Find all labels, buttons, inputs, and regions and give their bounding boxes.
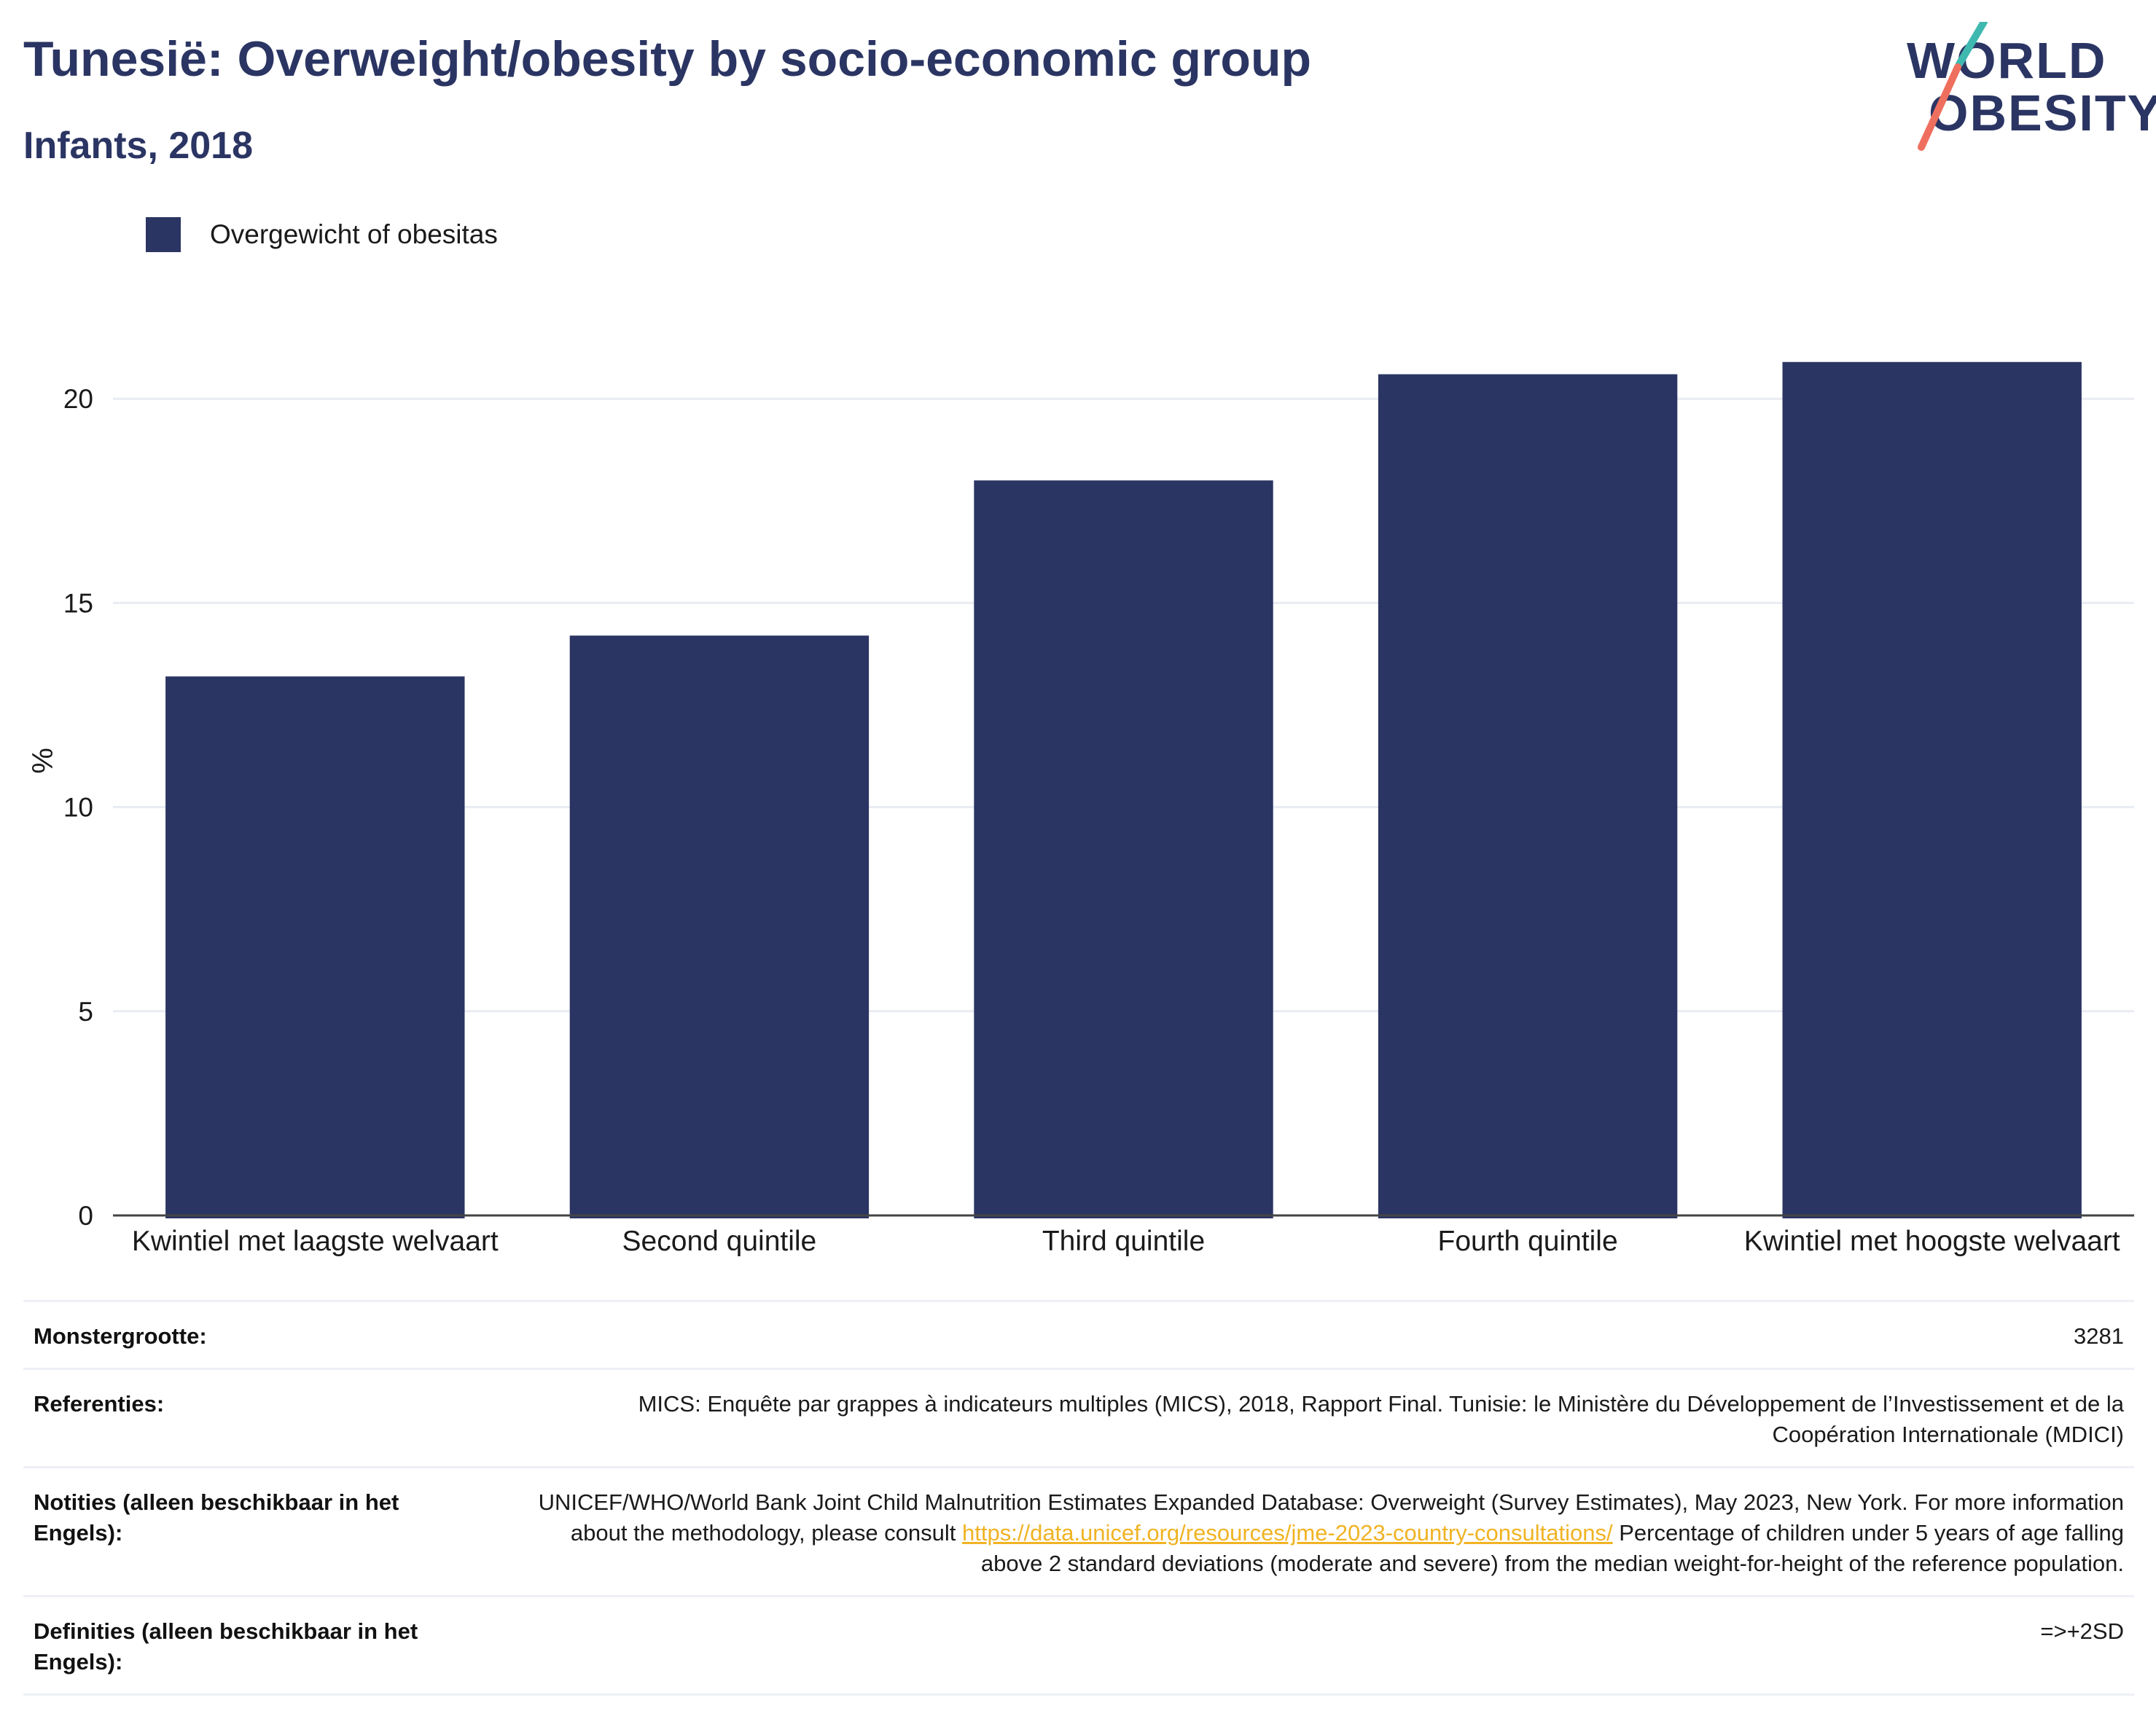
- logo-word-1: WORLD: [1907, 32, 2107, 89]
- row-label: Definities (alleen beschikbaar in het En…: [34, 1618, 418, 1675]
- table-row-definitions: Definities (alleen beschikbaar in het En…: [23, 1595, 2134, 1696]
- logo-word-2: OBESITY: [1929, 85, 2156, 141]
- notes-text-after: Percentage of children under 5 years of …: [980, 1520, 2124, 1576]
- bar-chart: 0 5 10 15 20% Kwintiel met laagste welvaart Se…: [27, 361, 2134, 1257]
- bar: [1782, 361, 2082, 1218]
- notes-text-before: UNICEF/WHO/World Bank Joint Child Malnut…: [538, 1489, 2124, 1546]
- chart-title: Tunesië: Overweight/obesity by socio-eco…: [23, 31, 1312, 87]
- row-label: Referenties:: [34, 1391, 165, 1417]
- row-value: =>+2SD: [2040, 1618, 2124, 1644]
- row-label: Monstergrootte:: [34, 1323, 207, 1349]
- x-tick-label: Kwintiel met laagste welvaart: [132, 1226, 499, 1257]
- bar: [165, 676, 465, 1218]
- row-value: UNICEF/WHO/World Bank Joint Child Malnut…: [520, 1487, 2124, 1579]
- chart-legend: Overgewicht of obesitas: [146, 216, 498, 254]
- logo-slash-icon: [1918, 22, 1988, 151]
- row-value: MICS: Enquête par grappes à indicateurs …: [638, 1391, 2124, 1447]
- y-tick-label: 20: [63, 384, 93, 414]
- y-tick-label: 15: [63, 588, 93, 618]
- row-value: 3281: [2074, 1323, 2124, 1349]
- y-tick-label: 5: [78, 997, 93, 1027]
- table-row-sample-size: Monstergrootte: 3281: [23, 1300, 2134, 1368]
- x-tick-label: Kwintiel met hoogste welvaart: [1744, 1226, 2120, 1257]
- bar: [974, 480, 1273, 1218]
- chart-subtitle: Infants, 2018: [23, 125, 254, 167]
- legend-swatch: [146, 217, 181, 252]
- bar: [1378, 374, 1678, 1219]
- row-label: Notities (alleen beschikbaar in het Enge…: [34, 1489, 399, 1546]
- table-row-references: Referenties: MICS: Enquête par grappes à…: [23, 1368, 2134, 1466]
- bar: [569, 635, 870, 1218]
- legend-label: Overgewicht of obesitas: [210, 219, 498, 249]
- y-axis-label: %: [27, 748, 59, 774]
- metadata-table: Monstergrootte: 3281 Referenties: MICS: …: [23, 1300, 2134, 1696]
- methodology-link[interactable]: https://data.unicef.org/resources/jme-20…: [962, 1520, 1613, 1546]
- x-tick-label: Third quintile: [1042, 1226, 1205, 1257]
- y-tick-label: 0: [78, 1201, 93, 1231]
- x-tick-label: Second quintile: [622, 1226, 817, 1257]
- x-tick-label: Fourth quintile: [1438, 1226, 1618, 1257]
- world-obesity-logo: WORLD OBESITY: [1902, 22, 2156, 160]
- table-row-notes: Notities (alleen beschikbaar in het Enge…: [23, 1466, 2134, 1595]
- y-tick-label: 10: [63, 793, 93, 823]
